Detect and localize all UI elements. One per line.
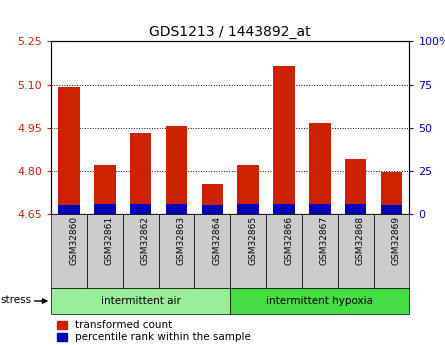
Bar [266,214,302,288]
Bar [94,204,116,214]
Bar [302,214,338,288]
Text: stress: stress [0,295,31,305]
Bar [345,159,366,214]
Bar [231,288,409,314]
Bar [273,204,295,214]
Bar [238,165,259,214]
Bar [166,204,187,214]
Title: GDS1213 / 1443892_at: GDS1213 / 1443892_at [150,25,311,39]
Bar [338,214,374,288]
Bar [87,214,123,288]
Bar [58,87,80,214]
Bar [374,214,409,288]
Text: GSM32868: GSM32868 [356,216,364,265]
Text: GSM32862: GSM32862 [141,216,150,265]
Legend: transformed count, percentile rank within the sample: transformed count, percentile rank withi… [57,319,252,343]
Text: GSM32864: GSM32864 [212,216,221,265]
Bar [130,204,151,214]
Text: intermittent hypoxia: intermittent hypoxia [267,296,373,306]
Bar [58,205,80,214]
Bar [51,288,231,314]
Bar [202,205,223,214]
Bar [194,214,231,288]
Text: GSM32861: GSM32861 [105,216,114,265]
Bar [273,66,295,214]
Text: GSM32866: GSM32866 [284,216,293,265]
Bar [130,134,151,214]
Text: GSM32863: GSM32863 [177,216,186,265]
Bar [309,204,331,214]
Bar [238,204,259,214]
Bar [123,214,159,288]
Text: GSM32867: GSM32867 [320,216,329,265]
Bar [202,184,223,214]
Text: intermittent air: intermittent air [101,296,181,306]
Bar [94,165,116,214]
Bar [309,124,331,214]
Bar [51,214,87,288]
Bar [231,214,266,288]
Bar [381,205,402,214]
Text: GSM32865: GSM32865 [248,216,257,265]
Bar [166,126,187,214]
Bar [381,172,402,214]
Bar [345,204,366,214]
Text: GSM32869: GSM32869 [392,216,401,265]
Text: GSM32860: GSM32860 [69,216,78,265]
Bar [159,214,194,288]
